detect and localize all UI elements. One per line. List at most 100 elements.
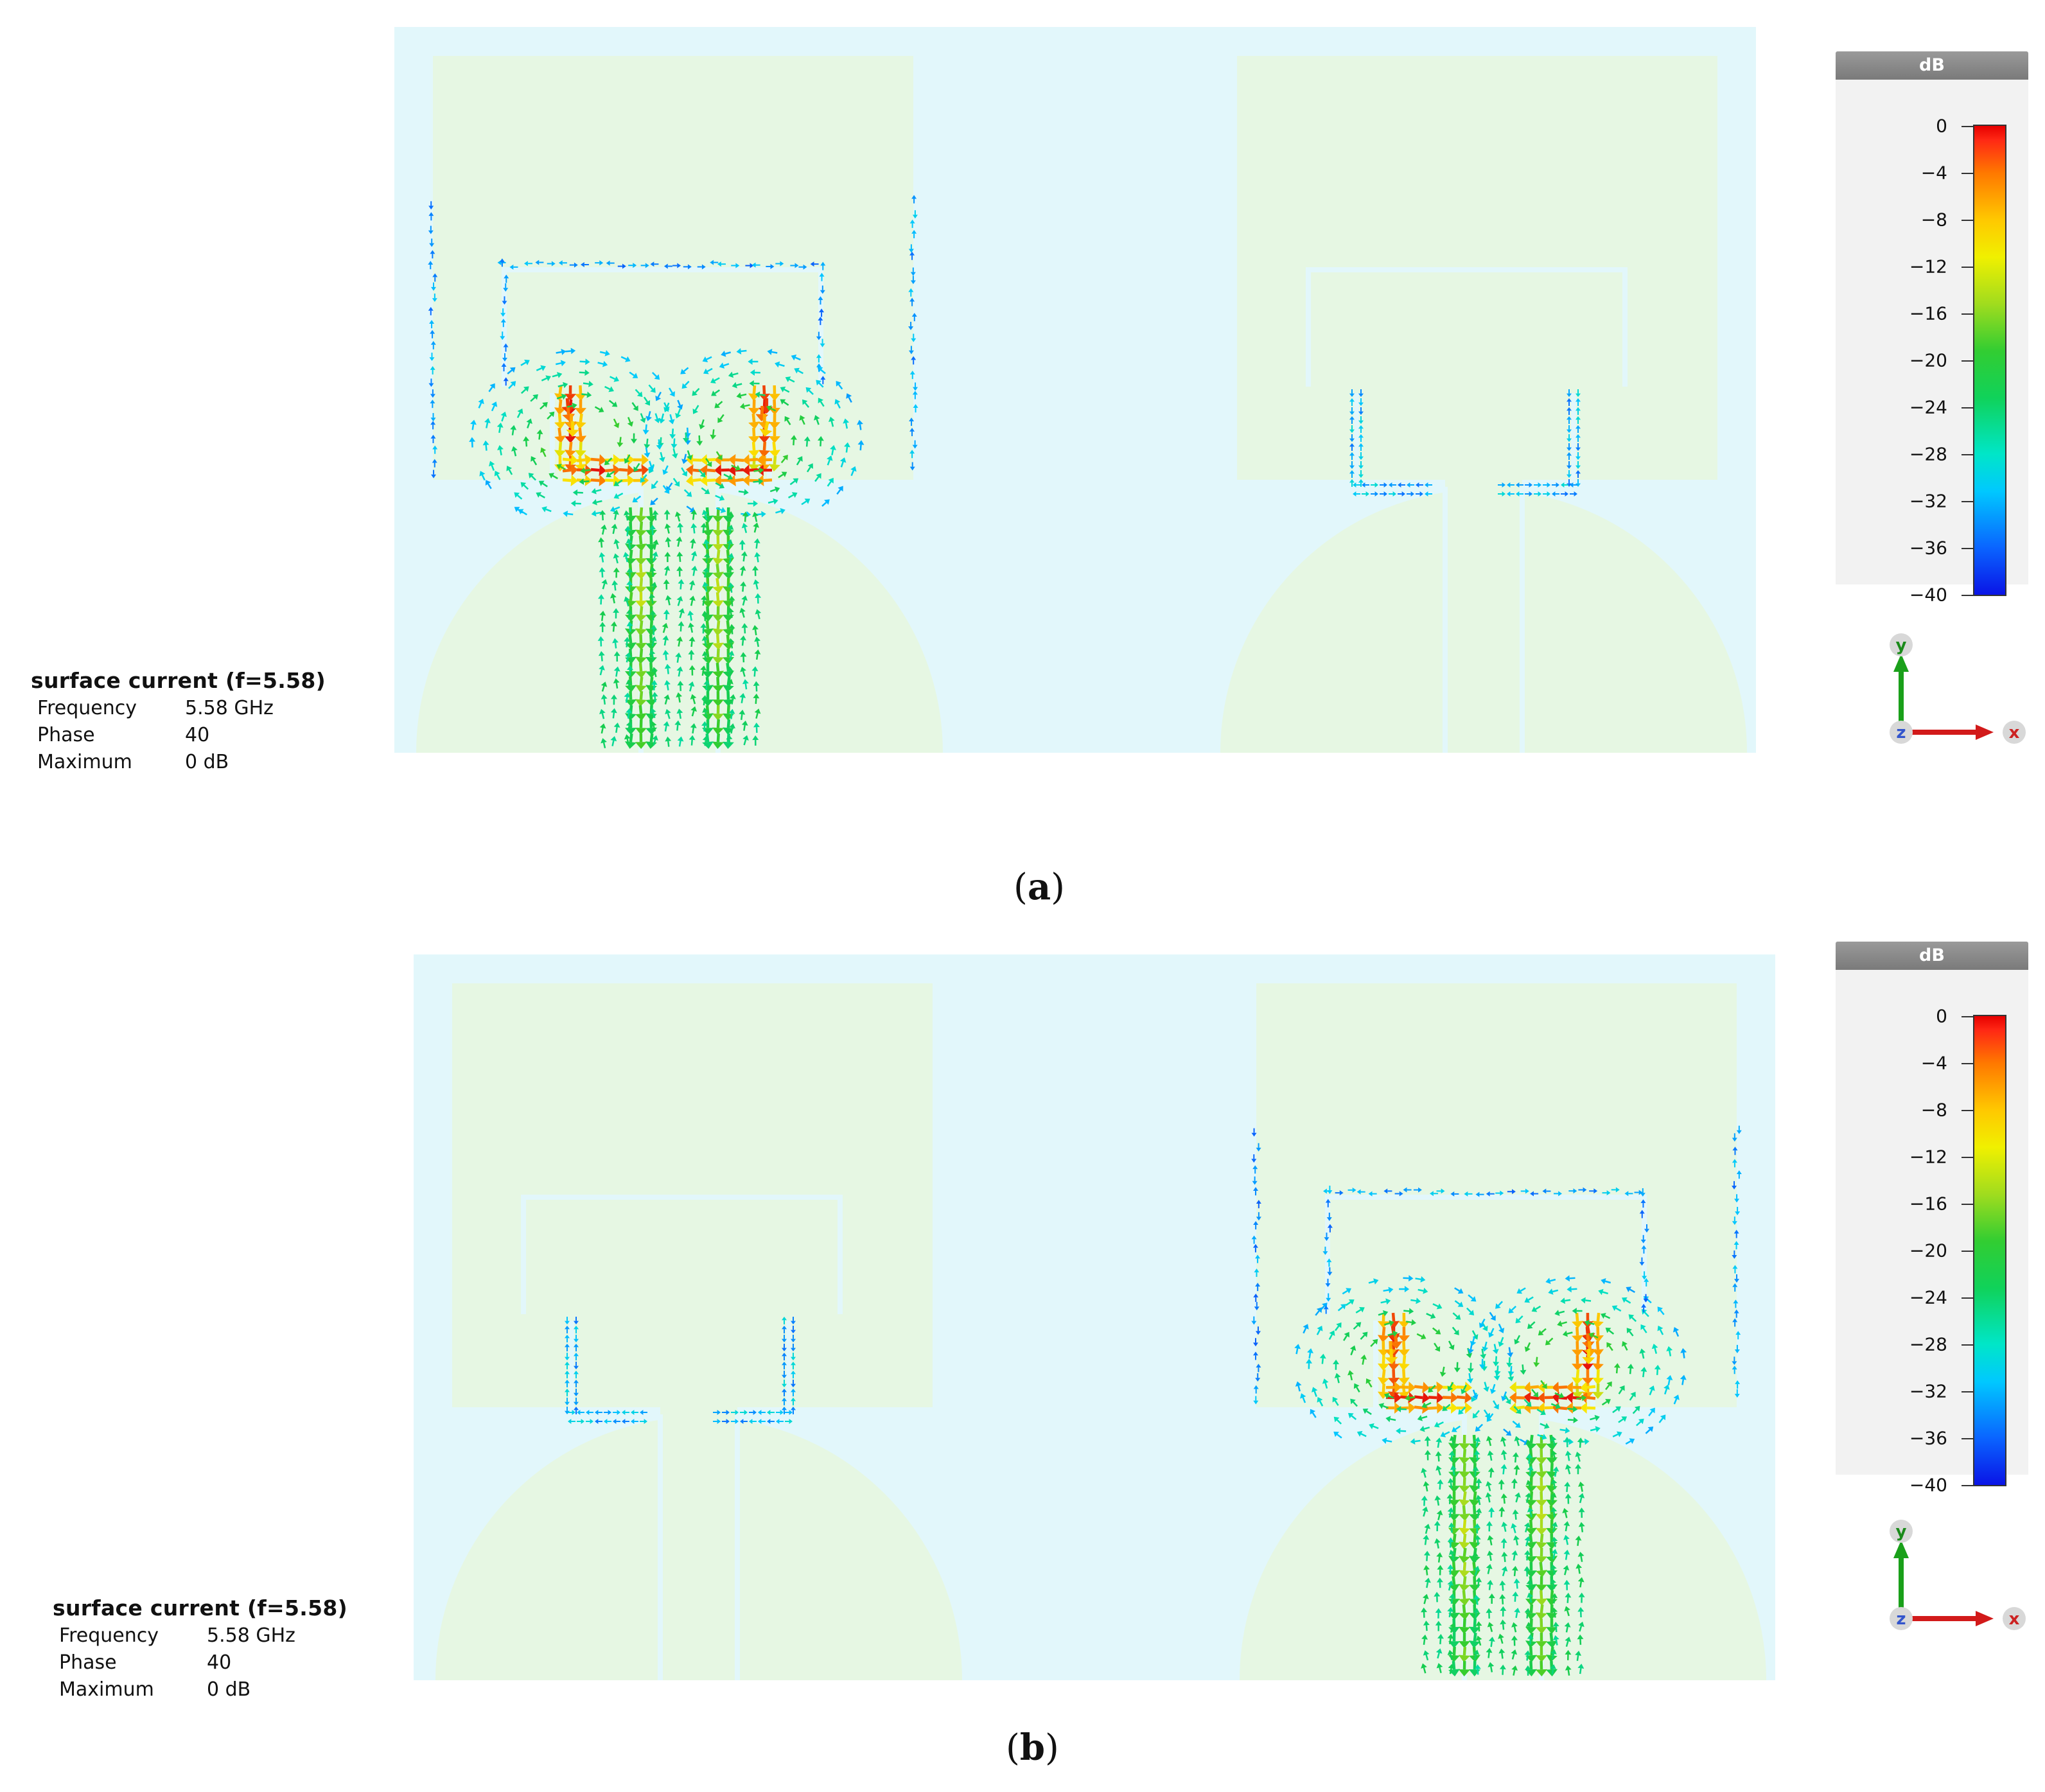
- color-legend-tick: [1962, 1157, 1973, 1158]
- current-arrow-head: [501, 363, 507, 367]
- current-arrow: [728, 683, 732, 689]
- current-arrow-head: [909, 466, 915, 471]
- current-arrow: [638, 705, 643, 714]
- current-arrow: [723, 473, 730, 478]
- current-arrow-head: [1527, 1465, 1534, 1471]
- current-arrow-head: [1253, 1187, 1259, 1191]
- current-arrow-head: [1470, 1340, 1477, 1346]
- current-arrow: [1588, 1322, 1595, 1325]
- current-arrow: [1452, 1660, 1456, 1670]
- x-axis-label: x: [2009, 1610, 2020, 1629]
- current-arrow: [691, 710, 695, 717]
- current-arrow-head: [1525, 1527, 1538, 1535]
- current-arrow-head: [1592, 1321, 1604, 1328]
- current-arrow-head: [1732, 1318, 1738, 1322]
- current-arrow-head: [574, 421, 586, 429]
- current-arrow-head: [804, 498, 811, 504]
- current-arrow: [728, 739, 731, 745]
- current-arrow: [730, 728, 733, 734]
- current-arrow-head: [729, 723, 736, 729]
- current-arrow: [715, 577, 720, 587]
- current-arrow-head: [497, 444, 504, 450]
- current-arrow-head: [1488, 1507, 1495, 1512]
- current-arrow: [626, 514, 629, 521]
- current-arrow-head: [428, 212, 434, 216]
- current-arrow-head: [699, 424, 705, 430]
- current-arrow: [555, 362, 562, 365]
- current-arrow-head: [1582, 1378, 1594, 1385]
- current-arrow-head: [1638, 1418, 1644, 1425]
- current-arrow-head: [1578, 1481, 1584, 1487]
- current-arrow-head: [669, 391, 675, 397]
- current-arrow-head: [1536, 1485, 1548, 1493]
- current-arrow: [649, 676, 654, 686]
- current-arrow-head: [1506, 1362, 1513, 1368]
- current-arrow-head: [1588, 1332, 1595, 1339]
- current-arrow: [1580, 1486, 1583, 1492]
- current-arrow: [583, 382, 589, 385]
- current-arrow-head: [844, 442, 850, 448]
- current-arrow: [1302, 1397, 1306, 1403]
- current-arrow-head: [565, 1344, 570, 1348]
- current-arrow: [1488, 1584, 1491, 1590]
- current-arrow: [1555, 1639, 1558, 1646]
- color-legend: dB 0 −4 −8 −12 −16 −20 −24 −28 −32 −36 −40: [1836, 942, 2028, 1496]
- current-arrow-head: [645, 416, 652, 421]
- current-arrow: [481, 475, 486, 481]
- current-arrow-head: [1605, 1399, 1611, 1405]
- current-arrow-head: [674, 720, 681, 726]
- current-arrow-head: [635, 727, 647, 735]
- current-arrow-head: [714, 475, 721, 487]
- current-arrow: [617, 479, 623, 484]
- current-arrow-head: [1436, 1552, 1443, 1558]
- current-arrow-head: [598, 651, 605, 656]
- color-legend-unit: dB: [1836, 51, 2028, 80]
- current-arrow-head: [1486, 1608, 1493, 1613]
- current-arrow-head: [1256, 1200, 1261, 1204]
- current-arrow-head: [663, 488, 670, 494]
- current-arrow: [1658, 1418, 1663, 1423]
- current-arrow-head: [1474, 1664, 1481, 1669]
- caption-close: ): [1045, 1727, 1059, 1769]
- current-arrow: [1437, 1442, 1440, 1448]
- current-arrow: [638, 662, 643, 672]
- info-row-maximum: Maximum 0 dB: [53, 1678, 347, 1701]
- current-arrow-head: [908, 249, 914, 253]
- current-arrow: [850, 470, 855, 477]
- current-arrow-head: [624, 596, 630, 602]
- current-arrow: [701, 419, 705, 426]
- current-arrow-head: [1430, 1191, 1434, 1197]
- current-arrow-head: [570, 500, 576, 507]
- current-arrow: [806, 466, 811, 473]
- current-arrow-head: [1333, 1416, 1340, 1423]
- current-arrow: [581, 393, 588, 396]
- current-arrow-head: [1552, 491, 1556, 496]
- current-arrow-head: [1458, 1655, 1470, 1662]
- current-arrow-head: [692, 408, 699, 414]
- current-arrow-head: [676, 551, 683, 557]
- current-arrow-head: [850, 466, 857, 472]
- current-arrow-head: [1565, 1427, 1570, 1434]
- current-arrow-head: [430, 400, 435, 404]
- current-arrow-head: [599, 567, 606, 572]
- current-arrow-head: [1627, 1364, 1634, 1369]
- current-arrow-head: [1450, 1191, 1455, 1197]
- current-arrow: [1682, 1352, 1685, 1358]
- current-arrow-head: [1505, 1398, 1511, 1405]
- current-arrow-head: [1468, 1626, 1480, 1634]
- current-arrow: [1529, 1597, 1532, 1603]
- current-arrow: [1335, 1325, 1340, 1331]
- current-arrow-head: [1524, 1550, 1531, 1555]
- current-arrow-head: [911, 195, 917, 199]
- current-arrow-head: [1493, 1403, 1499, 1410]
- current-arrow: [1602, 1291, 1609, 1295]
- current-arrow-head: [780, 261, 784, 267]
- current-arrow: [744, 516, 746, 522]
- current-arrow-head: [727, 565, 734, 570]
- current-arrow-head: [728, 582, 735, 588]
- current-arrow: [1565, 1525, 1568, 1532]
- current-arrow-head: [752, 511, 759, 518]
- current-arrow-head: [500, 319, 506, 323]
- current-arrow: [1502, 1441, 1506, 1447]
- current-arrow-head: [758, 450, 770, 457]
